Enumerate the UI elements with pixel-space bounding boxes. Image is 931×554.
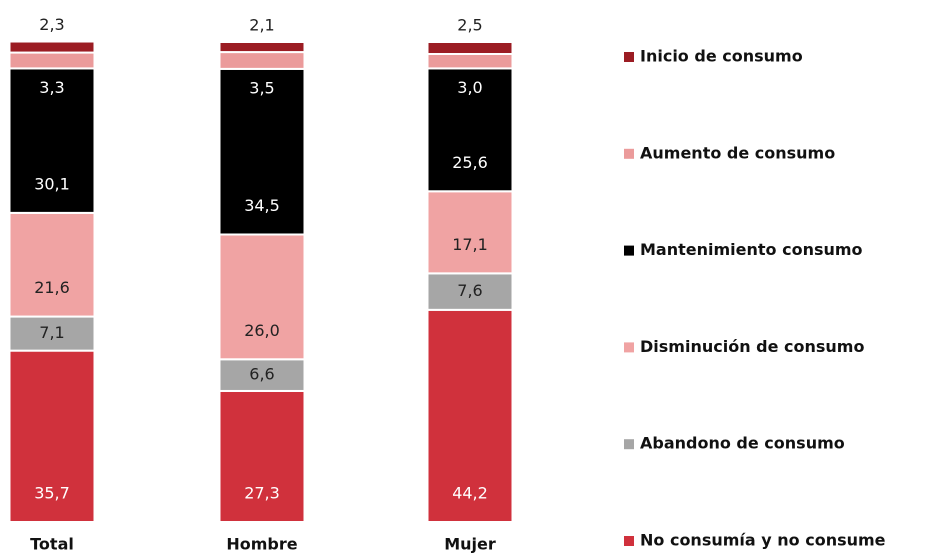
data-label: 34,5 bbox=[244, 196, 280, 215]
x-tick-label: Total bbox=[30, 535, 74, 554]
data-label: 35,7 bbox=[34, 484, 70, 503]
legend-swatch bbox=[624, 245, 634, 256]
bar-segment bbox=[426, 53, 514, 70]
legend-label: Aumento de consumo bbox=[640, 143, 835, 162]
data-label: 26,0 bbox=[244, 321, 280, 340]
data-label: 7,1 bbox=[39, 323, 64, 342]
data-label: 2,1 bbox=[249, 16, 274, 35]
legend-swatch bbox=[624, 148, 634, 159]
data-label: 6,6 bbox=[249, 365, 274, 384]
data-label: 2,5 bbox=[457, 16, 482, 35]
bar-segment bbox=[8, 51, 96, 70]
legend-swatch bbox=[624, 536, 634, 546]
data-label: 3,5 bbox=[249, 78, 274, 97]
data-label: 3,0 bbox=[457, 78, 482, 97]
legend-label: Disminución de consumo bbox=[640, 337, 864, 356]
legend-label: Inicio de consumo bbox=[640, 47, 803, 66]
bar-segment bbox=[8, 211, 96, 318]
legend-swatch bbox=[624, 342, 634, 353]
data-label: 30,1 bbox=[34, 174, 70, 193]
legend-label: Mantenimiento consumo bbox=[640, 240, 863, 259]
bar-segment bbox=[218, 51, 306, 70]
bar-segment bbox=[8, 349, 96, 524]
bar-segment bbox=[426, 308, 514, 523]
data-label: 2,3 bbox=[39, 15, 64, 34]
bar-segment bbox=[426, 67, 514, 193]
data-label: 3,3 bbox=[39, 78, 64, 97]
data-label: 25,6 bbox=[452, 153, 488, 172]
data-label: 17,1 bbox=[452, 235, 488, 254]
legend-swatch bbox=[624, 52, 634, 62]
data-label: 21,6 bbox=[34, 278, 70, 297]
data-label: 7,6 bbox=[457, 281, 482, 300]
legend-label: No consumía y no consume bbox=[640, 531, 886, 550]
data-label: 27,3 bbox=[244, 484, 280, 503]
bar-segment bbox=[426, 272, 514, 311]
legend-swatch bbox=[624, 439, 634, 450]
x-tick-label: Mujer bbox=[444, 535, 496, 554]
bar-segment bbox=[426, 41, 514, 55]
legend-label: Abandono de consumo bbox=[640, 434, 845, 453]
bar-segment bbox=[8, 315, 96, 352]
bar-segment bbox=[218, 41, 306, 54]
bar-segment bbox=[218, 233, 306, 361]
data-label: 44,2 bbox=[452, 484, 488, 503]
bar-segment bbox=[218, 389, 306, 523]
bar-segment bbox=[426, 190, 514, 275]
bar-segment bbox=[218, 67, 306, 236]
bar-segment bbox=[8, 40, 96, 54]
x-tick-label: Hombre bbox=[226, 535, 297, 554]
